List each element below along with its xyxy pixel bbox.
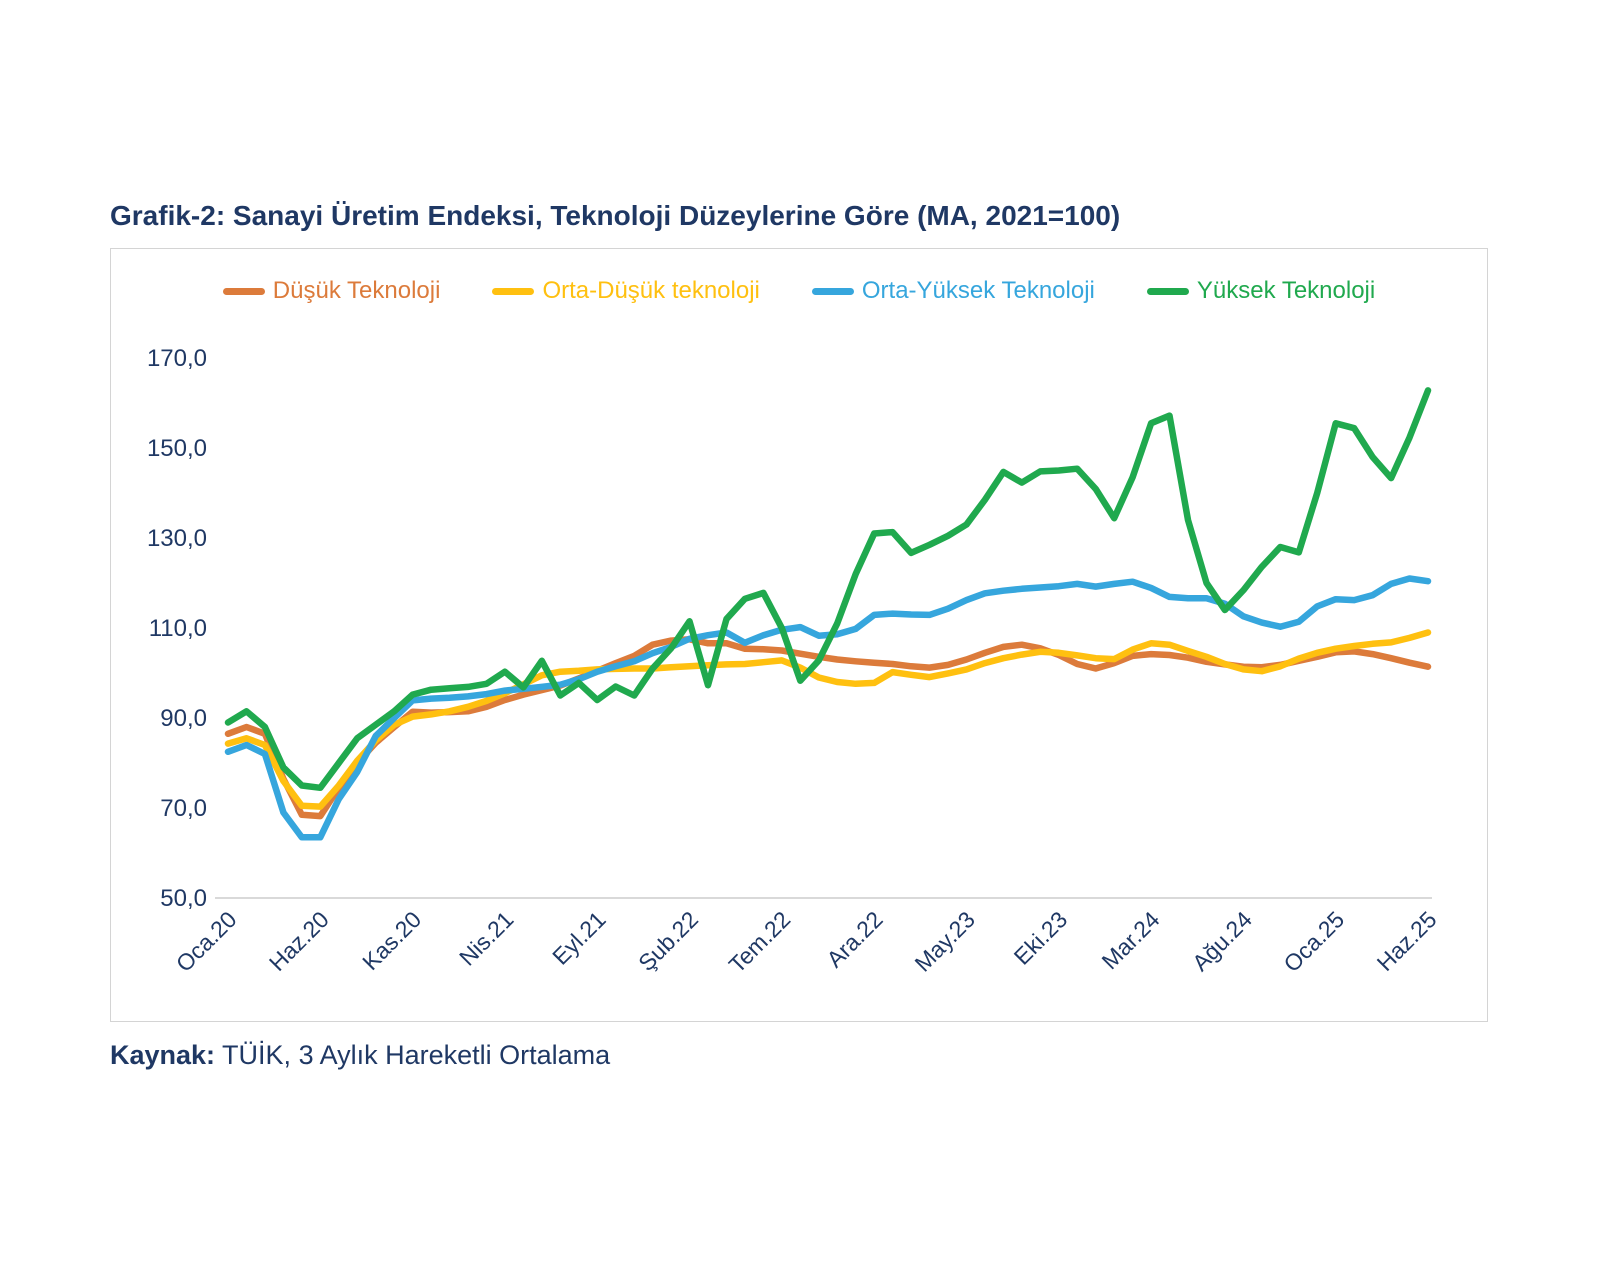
x-axis-tick-label: Eki.23 xyxy=(1009,906,1073,970)
legend-swatch-dusuk-teknoloji xyxy=(222,287,265,295)
chart-title: Grafik-2: Sanayi Üretim Endeksi, Teknolo… xyxy=(110,200,1121,231)
x-axis-tick-label: Haz.20 xyxy=(264,906,334,976)
y-axis-tick-label: 110,0 xyxy=(149,615,207,642)
x-axis-tick-label: Kas.20 xyxy=(357,906,426,975)
y-axis-tick-label: 170,0 xyxy=(147,345,207,372)
y-axis-tick-label: 50,0 xyxy=(160,885,207,912)
series-line-orta-yuksek-teknoloji xyxy=(224,575,1432,841)
x-axis-tick-label: Haz.25 xyxy=(1372,906,1442,976)
chart-frame: Düşük Teknoloji Orta-Düşük teknoloji Orta-… xyxy=(110,248,1488,1022)
series-line-yuksek-teknoloji xyxy=(224,387,1432,792)
source-label: Kaynak: xyxy=(110,1040,216,1070)
y-axis-tick-label: 70,0 xyxy=(160,795,207,822)
legend-label-dusuk-teknoloji: Düşük Teknoloji xyxy=(272,277,441,304)
series-line-dusuk-teknoloji xyxy=(224,636,1432,820)
source-note: Kaynak: TÜİK, 3 Aylık Hareketli Ortalama xyxy=(110,1040,610,1071)
x-axis-tick-label: Eyl.21 xyxy=(547,906,611,970)
legend-swatch-orta-yuksek-teknoloji xyxy=(811,287,854,295)
x-axis-tick-label: Nis.21 xyxy=(454,906,518,970)
legend-label-orta-yuksek-teknoloji: Orta-Yüksek Teknoloji xyxy=(861,277,1095,304)
legend-label-orta-dusuk-teknoloji: Orta-Düşük teknoloji xyxy=(542,277,760,304)
legend-item-yuksek-teknoloji: Yüksek Teknoloji xyxy=(1146,277,1376,305)
legend: Düşük Teknoloji Orta-Düşük teknoloji Orta-… xyxy=(111,277,1487,305)
legend-item-dusuk-teknoloji: Düşük Teknoloji xyxy=(222,277,441,305)
source-text: TÜİK, 3 Aylık Hareketli Ortalama xyxy=(215,1040,611,1070)
y-axis-tick-label: 130,0 xyxy=(147,525,207,552)
x-axis-tick-label: Oca.20 xyxy=(171,906,242,977)
x-axis-tick-label: Tem.22 xyxy=(724,906,796,978)
y-axis-tick-label: 90,0 xyxy=(160,705,207,732)
series-line-orta-dusuk-teknoloji xyxy=(224,629,1432,810)
legend-item-orta-yuksek-teknoloji: Orta-Yüksek Teknoloji xyxy=(811,277,1095,305)
x-axis-tick-label: Ağu.24 xyxy=(1187,906,1257,976)
x-axis-tick-label: Şub.22 xyxy=(633,906,703,976)
legend-label-yuksek-teknoloji: Yüksek Teknoloji xyxy=(1196,277,1376,304)
x-axis-tick-label: May.23 xyxy=(909,906,980,977)
legend-swatch-yuksek-teknoloji xyxy=(1146,287,1189,295)
y-axis-tick-label: 150,0 xyxy=(147,435,207,462)
x-axis-tick-label: Oca.25 xyxy=(1278,906,1349,977)
x-axis-tick-label: Ara.22 xyxy=(821,906,887,972)
legend-item-orta-dusuk-teknoloji: Orta-Düşük teknoloji xyxy=(492,277,760,305)
x-axis-tick-label: Mar.24 xyxy=(1096,906,1164,974)
legend-swatch-orta-dusuk-teknoloji xyxy=(492,287,535,295)
